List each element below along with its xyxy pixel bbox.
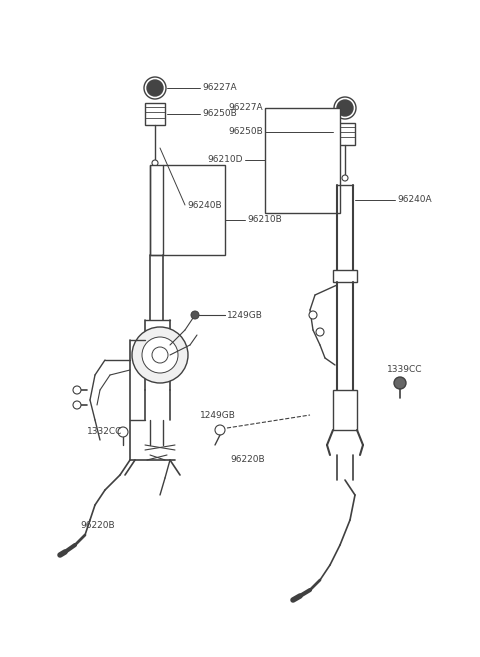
Circle shape	[142, 337, 178, 373]
Text: 96227A: 96227A	[228, 104, 263, 112]
Circle shape	[152, 160, 158, 166]
Text: 96250B: 96250B	[228, 127, 263, 137]
Text: 96220B: 96220B	[230, 455, 264, 464]
Circle shape	[337, 100, 353, 116]
Text: 96210B: 96210B	[247, 215, 282, 225]
Circle shape	[394, 377, 406, 389]
Circle shape	[309, 311, 317, 319]
Bar	[333, 270, 357, 282]
Text: 96240A: 96240A	[397, 196, 432, 204]
Bar	[145, 103, 165, 125]
Circle shape	[191, 311, 199, 319]
Text: 1339CC: 1339CC	[387, 365, 422, 374]
Bar	[333, 390, 357, 430]
Text: 1249GB: 1249GB	[200, 411, 236, 420]
Text: 96227A: 96227A	[202, 83, 237, 93]
Text: 96210D: 96210D	[207, 156, 243, 164]
Circle shape	[152, 347, 168, 363]
Text: 96240B: 96240B	[187, 202, 222, 210]
Text: 1249GB: 1249GB	[227, 311, 263, 319]
Bar	[265, 108, 340, 213]
Text: 96220B: 96220B	[80, 520, 115, 530]
Circle shape	[316, 328, 324, 336]
Circle shape	[147, 80, 163, 96]
Text: 1332CC: 1332CC	[87, 428, 122, 436]
Circle shape	[73, 386, 81, 394]
Circle shape	[73, 401, 81, 409]
Bar	[150, 165, 225, 255]
Circle shape	[132, 327, 188, 383]
Bar	[335, 123, 355, 145]
Circle shape	[118, 427, 128, 437]
Circle shape	[342, 175, 348, 181]
Text: 96250B: 96250B	[202, 110, 237, 118]
Circle shape	[215, 425, 225, 435]
